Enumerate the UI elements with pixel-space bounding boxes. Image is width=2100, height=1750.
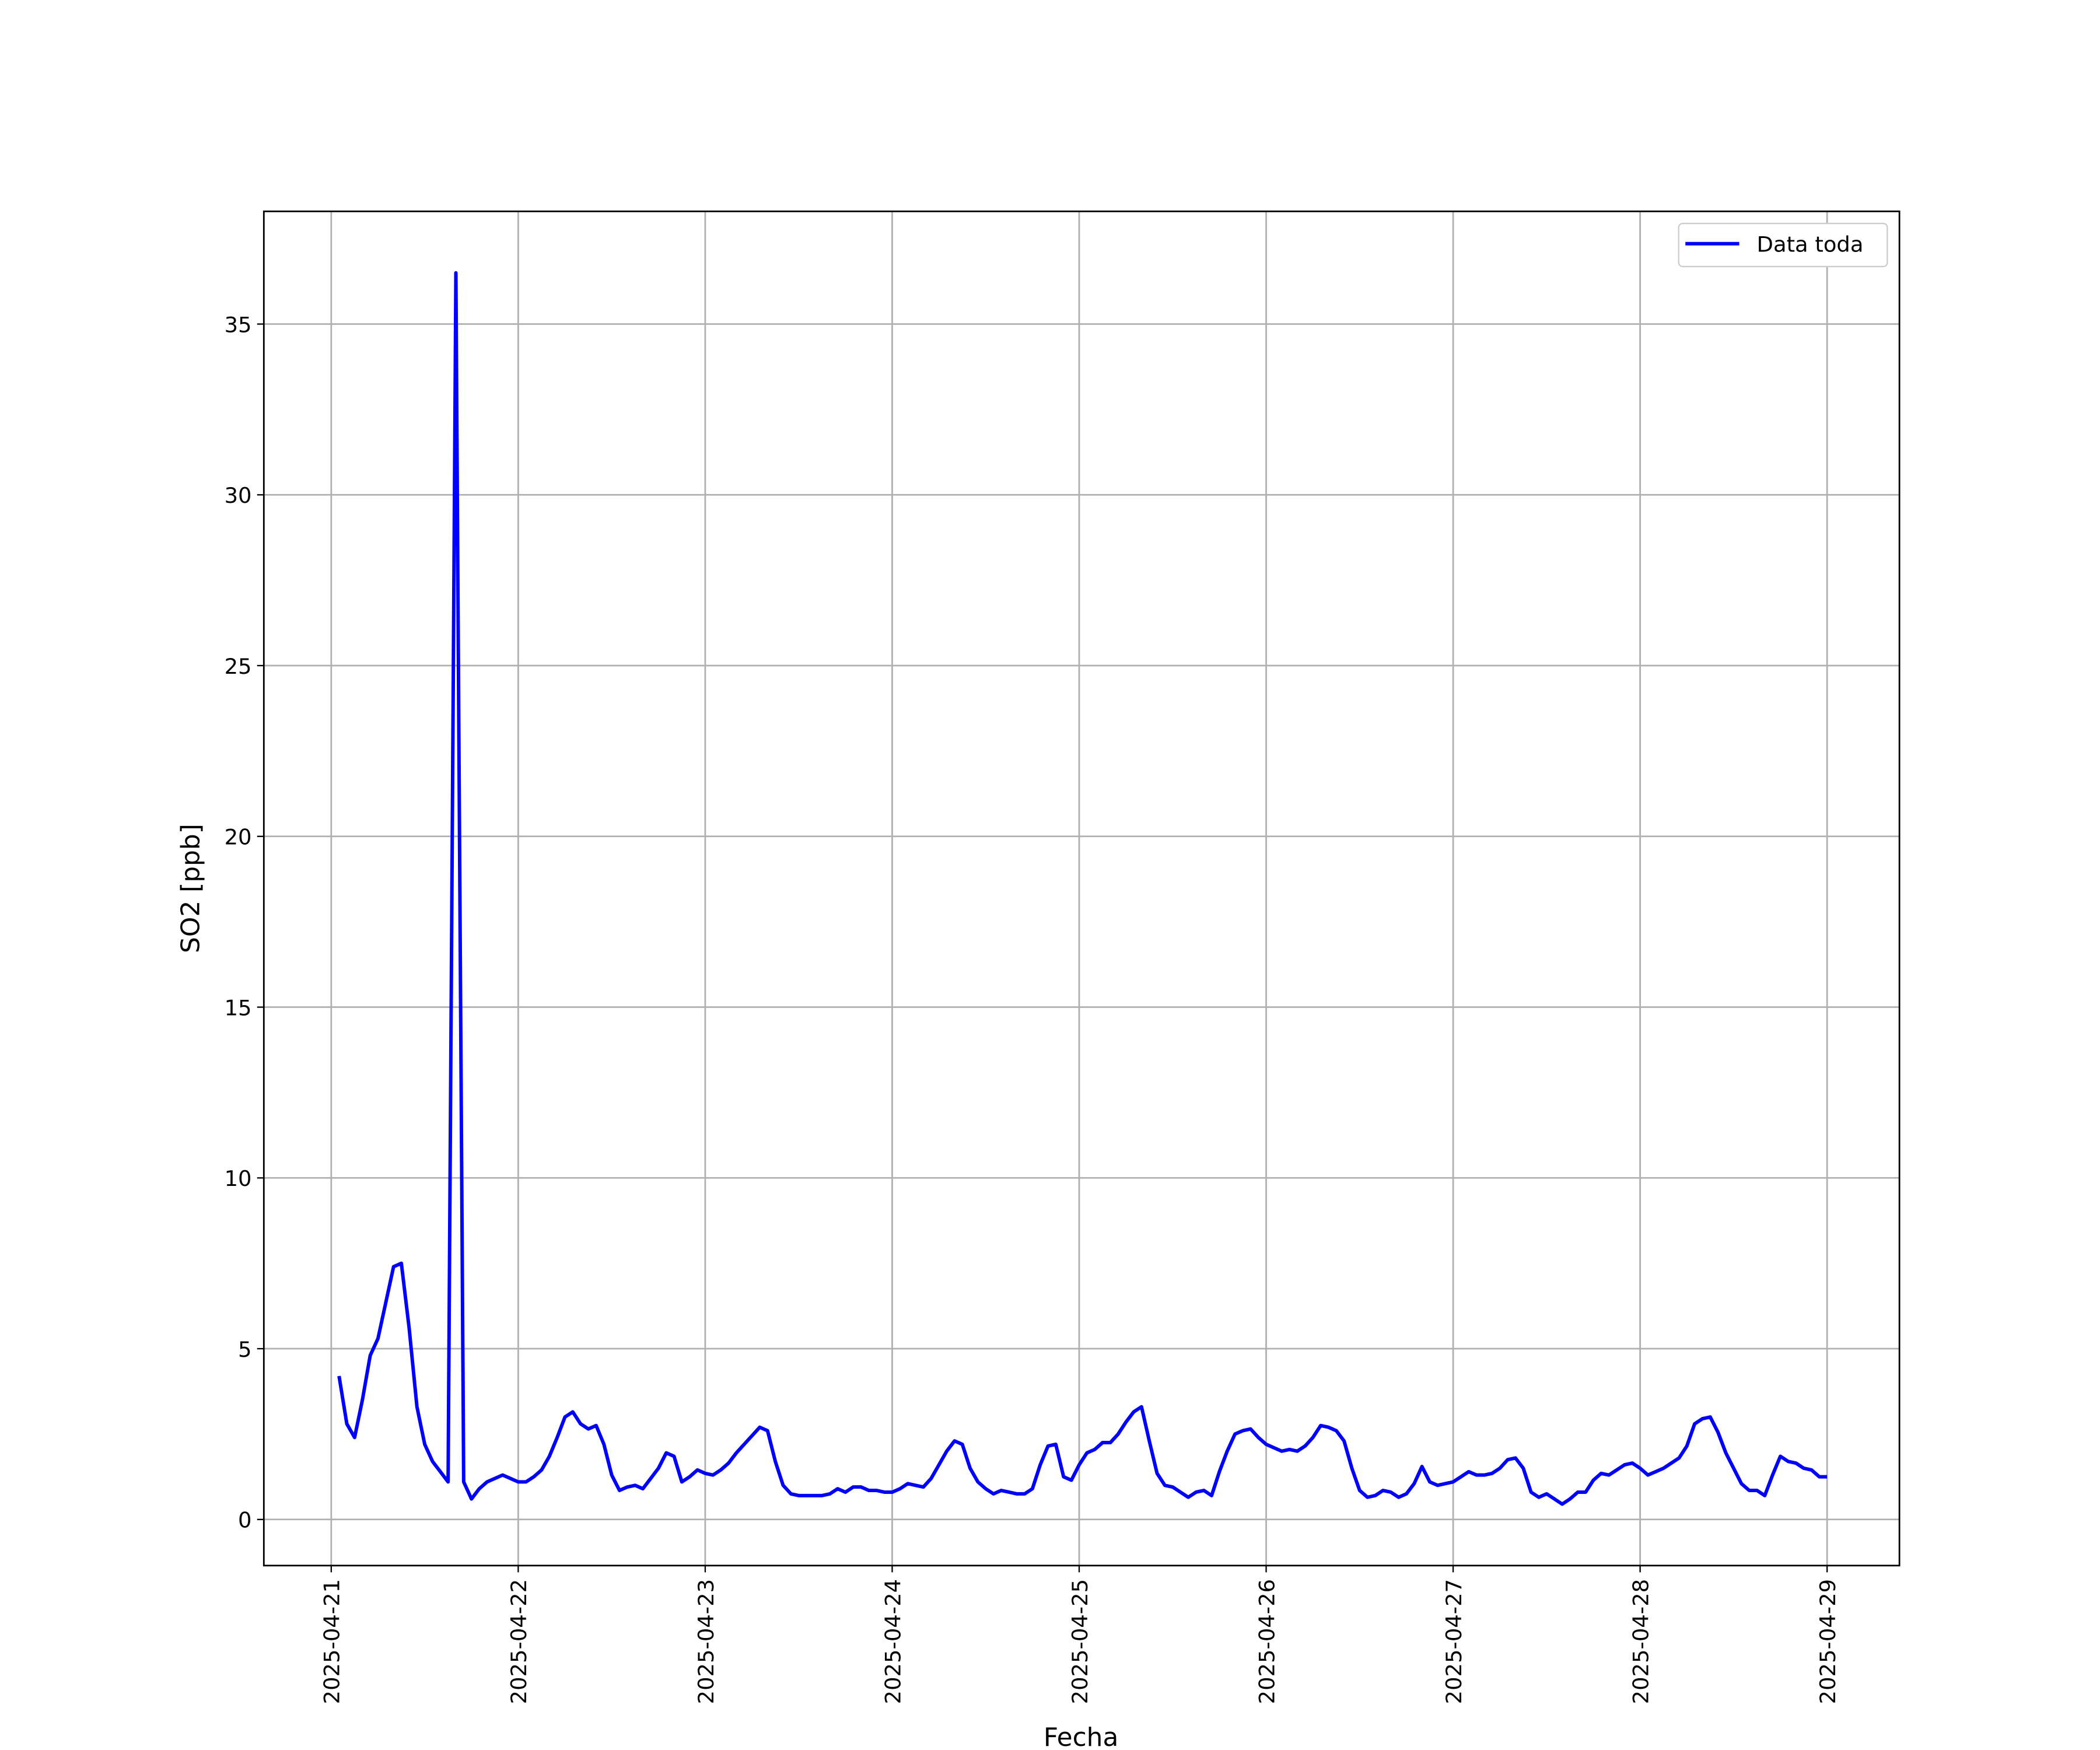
- axes-frame: [262, 210, 1901, 1567]
- x-tick-label: 2025-04-27: [1441, 1579, 1466, 1704]
- x-tick-label: 2025-04-26: [1254, 1579, 1279, 1704]
- y-tick-label: 5: [238, 1337, 251, 1362]
- y-axis-label: SO2 [ppb]: [176, 824, 206, 953]
- x-tick-label: 2025-04-24: [880, 1579, 905, 1704]
- x-tick-label: 2025-04-29: [1815, 1579, 1840, 1704]
- x-tick-label: 2025-04-25: [1068, 1579, 1093, 1704]
- x-tick-label: 2025-04-23: [694, 1579, 719, 1704]
- x-tick-label: 2025-04-22: [506, 1579, 531, 1704]
- y-tick-label: 25: [225, 654, 252, 679]
- y-tick-label: 0: [238, 1508, 251, 1533]
- legend-label: Data toda: [1757, 232, 1864, 257]
- x-tick-label: 2025-04-28: [1628, 1579, 1653, 1704]
- plot-area: [264, 211, 1900, 1566]
- x-tick-label: 2025-04-21: [320, 1579, 345, 1704]
- y-tick-label: 30: [225, 483, 252, 508]
- legend-box: [1678, 222, 1888, 268]
- x-axis-label: Fecha: [1044, 1723, 1119, 1750]
- data-line: [337, 271, 1828, 1506]
- y-tick-label: 15: [225, 995, 252, 1020]
- y-tick-label: 10: [225, 1166, 252, 1191]
- y-tick-label: 20: [225, 825, 252, 850]
- y-tick-label: 35: [225, 312, 252, 337]
- legend: Data toda: [1678, 222, 1888, 268]
